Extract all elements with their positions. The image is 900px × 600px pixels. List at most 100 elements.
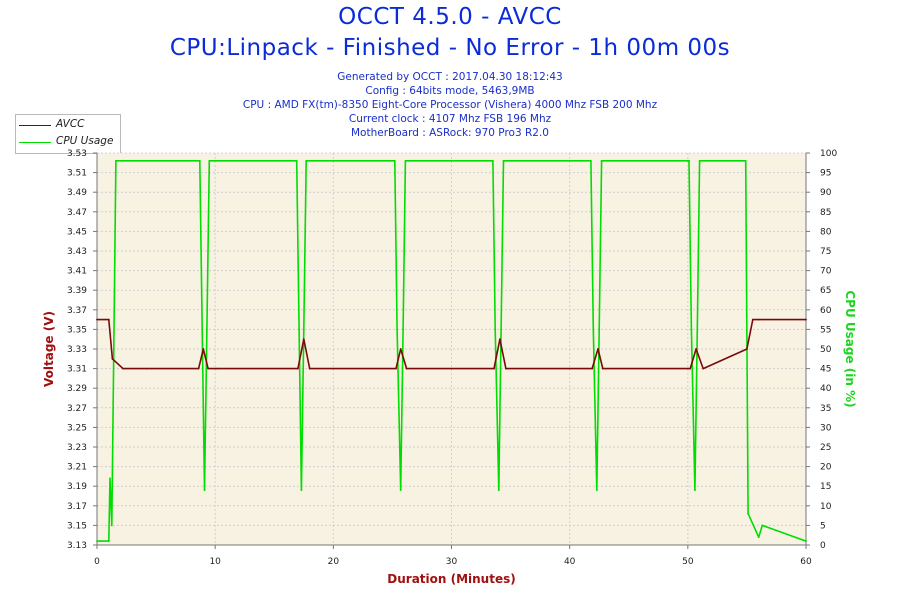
y-tick-label: 3.37 — [67, 306, 87, 316]
y2-tick-label: 40 — [820, 384, 832, 394]
data-point-cpu-usage — [592, 328, 595, 331]
data-point-avcc — [757, 318, 760, 321]
data-point-avcc — [107, 318, 110, 321]
y-tick-label: 3.21 — [67, 463, 87, 473]
y2-tick-label: 25 — [820, 443, 831, 453]
info-motherboard: MotherBoard : ASRock: 970 Pro3 R2.0 — [351, 127, 549, 139]
data-point-cpu-usage — [107, 540, 110, 542]
chart-legend: AVCC CPU Usage — [15, 114, 121, 154]
data-point-cpu-usage — [110, 524, 113, 527]
data-point-avcc — [111, 357, 114, 360]
data-point-avcc — [197, 367, 200, 370]
data-point-avcc — [805, 318, 807, 321]
data-point-cpu-usage — [404, 159, 407, 162]
data-point-cpu-usage — [502, 159, 505, 162]
data-point-cpu-usage — [744, 159, 747, 162]
y-tick-label: 3.17 — [67, 502, 87, 512]
data-point-cpu-usage — [109, 477, 111, 480]
data-point-avcc — [296, 367, 299, 370]
data-point-cpu-usage — [208, 159, 211, 162]
y2-tick-label: 90 — [820, 188, 832, 198]
data-point-avcc — [493, 367, 495, 370]
y2-tick-label: 75 — [820, 247, 831, 257]
y2-tick-label: 30 — [820, 423, 832, 433]
info-generated: Generated by OCCT : 2017.04.30 18:12:43 — [337, 71, 563, 83]
data-point-cpu-usage — [696, 328, 699, 331]
data-point-avcc — [695, 348, 698, 350]
data-point-cpu-usage — [302, 328, 305, 331]
y2-tick-label: 50 — [820, 345, 832, 355]
y2-tick-label: 15 — [820, 482, 831, 492]
data-point-avcc — [308, 367, 311, 370]
y-tick-label: 3.13 — [67, 541, 87, 551]
x-tick-label: 30 — [446, 557, 458, 567]
y2-tick-label: 85 — [820, 208, 831, 218]
data-point-avcc — [399, 348, 402, 350]
data-point-avcc — [202, 348, 205, 350]
data-point-cpu-usage — [96, 540, 98, 542]
y-tick-label: 3.15 — [67, 521, 87, 531]
y-tick-label: 3.31 — [67, 365, 87, 375]
info-clock: Current clock : 4107 Mhz FSB 196 Mhz — [348, 113, 552, 125]
y-tick-label: 3.39 — [67, 286, 87, 296]
data-point-cpu-usage — [500, 328, 503, 331]
data-point-avcc — [145, 367, 148, 370]
data-point-avcc — [216, 367, 219, 370]
data-point-cpu-usage — [201, 328, 204, 331]
data-point-avcc — [122, 367, 124, 370]
y-tick-label: 3.35 — [67, 325, 87, 335]
y-tick-label: 3.23 — [67, 443, 87, 453]
data-point-cpu-usage — [595, 489, 598, 492]
y-axis-label-right: CPU Usage (in %) — [843, 290, 857, 407]
series-line-avcc — [97, 318, 806, 370]
data-point-cpu-usage — [298, 328, 300, 331]
data-point-avcc — [395, 367, 397, 370]
series-line-cpu-usage — [97, 160, 807, 542]
y-tick-label: 3.49 — [67, 188, 87, 198]
x-tick-label: 40 — [564, 557, 576, 567]
data-point-cpu-usage — [805, 540, 807, 542]
y-axis-label-left: Voltage (V) — [42, 311, 56, 387]
data-point-cpu-usage — [494, 328, 497, 331]
data-point-cpu-usage — [399, 489, 402, 492]
data-point-avcc — [96, 318, 98, 321]
y2-tick-label: 20 — [820, 463, 832, 473]
info-cpu: CPU : AMD FX(tm)-8350 Eight-Core Process… — [242, 99, 658, 111]
x-tick-label: 20 — [328, 557, 340, 567]
info-config: Config : 64bits mode, 5463,9MB — [365, 85, 535, 97]
data-point-cpu-usage — [590, 159, 592, 162]
y-tick-label: 3.43 — [67, 247, 87, 257]
y2-tick-label: 100 — [820, 149, 837, 159]
data-point-cpu-usage — [402, 328, 404, 331]
y2-tick-label: 65 — [820, 286, 831, 296]
data-point-avcc — [207, 367, 209, 370]
y2-tick-label: 80 — [820, 227, 832, 237]
y-tick-label: 3.47 — [67, 208, 87, 218]
data-point-avcc — [751, 318, 754, 321]
legend-label-cpu-usage: CPU Usage — [56, 135, 114, 147]
y2-tick-label: 60 — [820, 306, 832, 316]
data-point-avcc — [689, 367, 692, 370]
x-tick-label: 60 — [800, 557, 812, 567]
data-point-cpu-usage — [491, 159, 494, 162]
y-tick-label: 3.25 — [67, 423, 87, 433]
legend-swatch-cpu-usage — [19, 142, 51, 143]
legend-item-cpu-usage: CPU Usage — [16, 134, 120, 150]
data-point-cpu-usage — [203, 489, 206, 492]
legend-label-avcc: AVCC — [56, 118, 85, 130]
chart-subtitle: CPU:Linpack - Finished - No Error - 1h 0… — [169, 35, 731, 61]
data-point-avcc — [601, 367, 604, 370]
data-point-cpu-usage — [747, 512, 749, 515]
y2-tick-label: 45 — [820, 365, 831, 375]
y2-tick-label: 35 — [820, 404, 831, 414]
y2-tick-label: 10 — [820, 502, 832, 512]
data-point-cpu-usage — [305, 159, 308, 162]
x-tick-label: 10 — [209, 557, 221, 567]
y2-tick-label: 55 — [820, 325, 831, 335]
data-point-cpu-usage — [205, 328, 208, 331]
data-point-avcc — [504, 367, 507, 370]
data-point-avcc — [405, 367, 408, 370]
data-point-cpu-usage — [757, 536, 760, 539]
data-point-cpu-usage — [393, 159, 396, 162]
data-point-avcc — [591, 367, 594, 370]
